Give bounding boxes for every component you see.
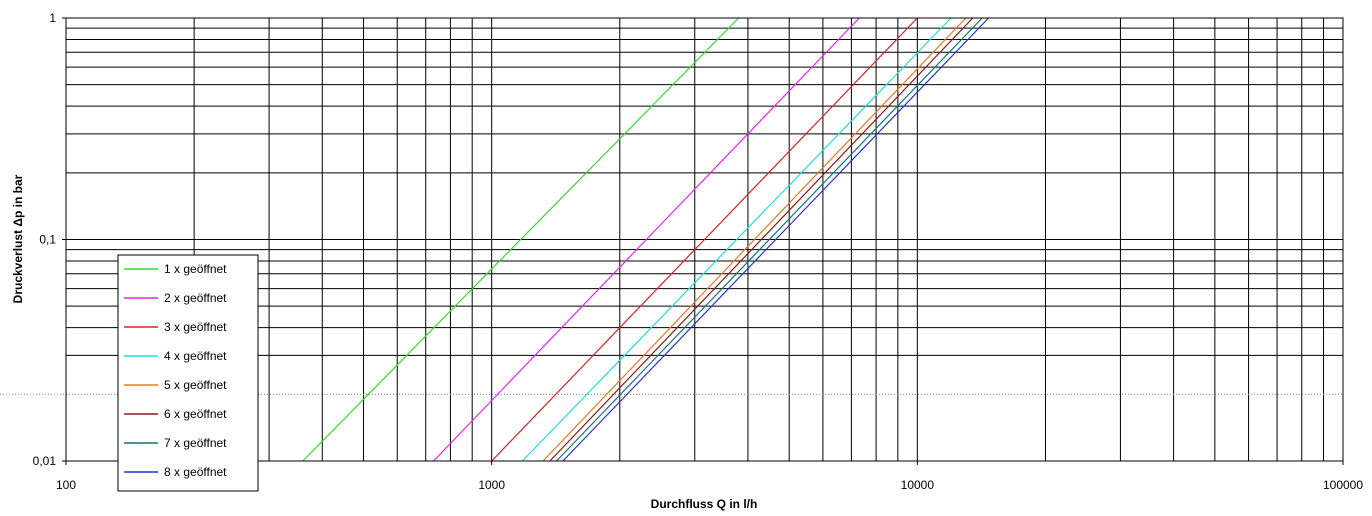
y-axis-title: Druckverlust Δp in bar <box>11 174 25 303</box>
legend-label-3: 3 x geöffnet <box>164 320 227 334</box>
y-tick-label: 1 <box>49 11 56 25</box>
gridlines <box>0 18 1343 461</box>
legend-box <box>117 254 259 492</box>
x-tick-label: 1000 <box>478 478 505 492</box>
legend-label-8: 8 x geöffnet <box>164 465 227 479</box>
legend-label-5: 5 x geöffnet <box>164 378 227 392</box>
series-line-1 <box>302 17 739 462</box>
x-tick-label: 100 <box>56 478 76 492</box>
series-line-8 <box>562 17 990 462</box>
x-axis-title: Durchfluss Q in l/h <box>651 497 758 511</box>
y-tick-labels: 0,01 0,1 1 <box>33 11 66 468</box>
y-tick-label: 0,01 <box>33 454 57 468</box>
legend-label-6: 6 x geöffnet <box>164 407 227 421</box>
series-lines <box>302 17 990 462</box>
series-line-7 <box>556 17 983 462</box>
series-line-3 <box>491 17 918 462</box>
x-tick-label: 10000 <box>901 478 935 492</box>
legend-label-2: 2 x geöffnet <box>164 291 227 305</box>
legend-label-4: 4 x geöffnet <box>164 349 227 363</box>
y-tick-label: 0,1 <box>39 233 56 247</box>
x-tick-labels: 100 1000 10000 100000 <box>56 461 1363 492</box>
legend-label-7: 7 x geöffnet <box>164 436 227 450</box>
series-line-5 <box>542 17 967 462</box>
series-line-6 <box>549 17 974 462</box>
series-line-4 <box>521 17 952 462</box>
legend: 1 x geöffnet 2 x geöffnet 3 x geöffnet 4 x … <box>117 254 259 492</box>
legend-label-1: 1 x geöffnet <box>164 262 227 276</box>
series-line-2 <box>433 17 860 462</box>
x-tick-label: 100000 <box>1323 478 1363 492</box>
